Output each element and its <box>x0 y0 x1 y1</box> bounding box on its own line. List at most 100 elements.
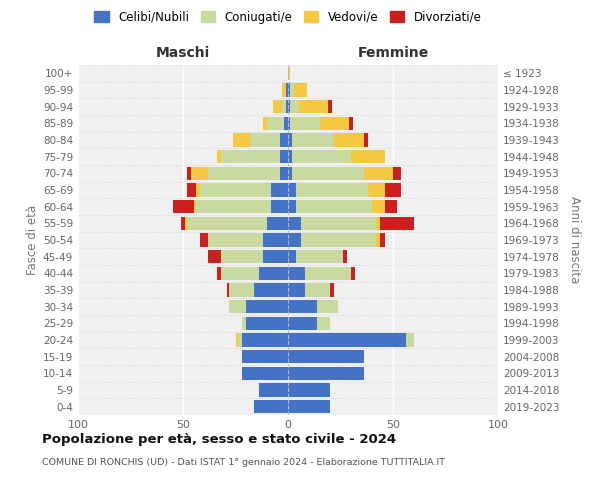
Bar <box>280 166 288 180</box>
Bar <box>229 284 254 296</box>
Bar <box>290 100 299 114</box>
Bar <box>349 116 353 130</box>
Bar <box>288 216 301 230</box>
Bar <box>364 134 368 146</box>
Text: Maschi: Maschi <box>156 46 210 60</box>
Bar <box>380 216 414 230</box>
Bar <box>185 216 187 230</box>
Bar <box>187 184 196 196</box>
Bar <box>376 216 380 230</box>
Bar <box>296 184 368 196</box>
Bar <box>351 150 385 164</box>
Bar <box>271 184 288 196</box>
Bar <box>288 284 305 296</box>
Bar <box>227 284 229 296</box>
Bar <box>208 250 221 264</box>
Legend: Celibi/Nubili, Coniugati/e, Vedovi/e, Divorziati/e: Celibi/Nubili, Coniugati/e, Vedovi/e, Di… <box>89 6 487 28</box>
Bar <box>221 150 280 164</box>
Y-axis label: Anni di nascita: Anni di nascita <box>568 196 581 284</box>
Bar <box>200 184 271 196</box>
Bar <box>299 100 328 114</box>
Bar <box>267 216 288 230</box>
Bar <box>288 400 330 413</box>
Bar <box>385 200 397 213</box>
Bar <box>288 166 292 180</box>
Bar <box>217 266 221 280</box>
Text: COMUNE DI RONCHIS (UD) - Dati ISTAT 1° gennaio 2024 - Elaborazione TUTTITALIA.IT: COMUNE DI RONCHIS (UD) - Dati ISTAT 1° g… <box>42 458 445 467</box>
Bar <box>187 216 267 230</box>
Bar <box>296 200 372 213</box>
Bar <box>254 284 288 296</box>
Bar <box>263 234 288 246</box>
Bar <box>317 300 338 314</box>
Bar <box>368 184 385 196</box>
Bar <box>208 234 263 246</box>
Bar <box>351 266 355 280</box>
Bar <box>242 334 288 346</box>
Bar <box>288 234 301 246</box>
Bar <box>282 84 286 96</box>
Bar <box>246 316 288 330</box>
Bar <box>288 84 290 96</box>
Bar <box>259 384 288 396</box>
Bar <box>250 134 280 146</box>
Bar <box>385 184 401 196</box>
Bar <box>380 234 385 246</box>
Text: Femmine: Femmine <box>358 46 428 60</box>
Bar <box>288 200 296 213</box>
Bar <box>246 300 288 314</box>
Bar <box>267 116 284 130</box>
Bar <box>282 100 286 114</box>
Bar <box>305 284 330 296</box>
Bar <box>217 150 221 164</box>
Bar <box>288 184 296 196</box>
Bar <box>288 366 364 380</box>
Bar <box>317 316 330 330</box>
Bar <box>288 100 290 114</box>
Bar <box>259 266 288 280</box>
Bar <box>292 150 351 164</box>
Bar <box>280 134 288 146</box>
Bar <box>301 216 376 230</box>
Bar <box>208 166 280 180</box>
Bar <box>274 100 282 114</box>
Bar <box>221 266 259 280</box>
Bar <box>288 116 290 130</box>
Bar <box>372 200 385 213</box>
Bar <box>284 116 288 130</box>
Bar <box>191 166 208 180</box>
Bar <box>238 334 242 346</box>
Bar <box>328 100 332 114</box>
Bar <box>292 166 364 180</box>
Bar <box>330 284 334 296</box>
Bar <box>288 334 406 346</box>
Bar <box>263 116 267 130</box>
Bar <box>242 316 246 330</box>
Bar <box>364 166 393 180</box>
Bar <box>343 250 347 264</box>
Bar <box>288 134 292 146</box>
Bar <box>235 334 238 346</box>
Bar <box>181 216 185 230</box>
Bar <box>173 200 193 213</box>
Bar <box>320 116 349 130</box>
Y-axis label: Fasce di età: Fasce di età <box>26 205 39 275</box>
Bar <box>286 100 288 114</box>
Bar <box>288 150 292 164</box>
Bar <box>193 200 196 213</box>
Bar <box>271 200 288 213</box>
Bar <box>290 84 295 96</box>
Bar <box>406 334 414 346</box>
Bar <box>200 234 208 246</box>
Bar <box>295 84 307 96</box>
Bar <box>187 166 191 180</box>
Bar <box>254 400 288 413</box>
Bar <box>242 366 288 380</box>
Bar <box>288 300 317 314</box>
Bar <box>196 200 271 213</box>
Bar <box>229 300 246 314</box>
Bar <box>292 134 334 146</box>
Bar <box>263 250 288 264</box>
Bar <box>301 234 376 246</box>
Bar <box>233 134 250 146</box>
